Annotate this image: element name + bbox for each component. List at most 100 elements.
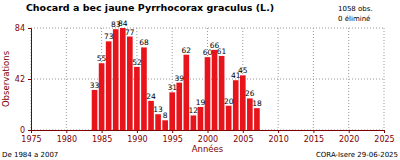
- x-tick-mark: [66, 130, 67, 133]
- x-tick-mark: [208, 130, 209, 133]
- bar: [212, 50, 218, 130]
- title: Chocard a bec jaune Pyrrhocorax graculus…: [26, 2, 274, 13]
- data-label: 8: [163, 111, 168, 120]
- data-label: 24: [146, 92, 156, 101]
- x-tick: 1995: [163, 130, 183, 144]
- x-tick: 1980: [57, 130, 77, 144]
- bar: [106, 41, 112, 130]
- data-labels: 3355738384775268241383139621219606661204…: [90, 19, 262, 120]
- y-tick-label: 42: [15, 75, 25, 84]
- grid-line-x: [278, 28, 279, 130]
- x-tick: 2025: [374, 130, 394, 144]
- data-label: 33: [90, 81, 100, 90]
- data-label: 68: [139, 38, 149, 47]
- data-label: 73: [104, 32, 114, 41]
- grid-line-x: [384, 28, 385, 130]
- y-tick-mark: [28, 130, 31, 131]
- data-label: 45: [238, 66, 248, 75]
- bar: [183, 55, 189, 130]
- x-axis-title: Années: [192, 144, 224, 154]
- x-tick-mark: [349, 130, 350, 133]
- x-tick-label: 2010: [268, 135, 288, 144]
- x-tick-label: 2015: [304, 135, 324, 144]
- x-tick-mark: [278, 130, 279, 133]
- grid-line-x: [66, 28, 67, 130]
- annotation: 1058 obs.: [338, 5, 373, 13]
- bar: [134, 67, 140, 130]
- x-tick-label: 2000: [198, 135, 218, 144]
- data-label: 62: [182, 46, 192, 55]
- y-axis-title: Observations: [1, 50, 11, 107]
- bar: [99, 63, 105, 130]
- data-label: 52: [132, 58, 142, 67]
- data-label: 18: [252, 99, 262, 108]
- x-tick: 2020: [339, 130, 359, 144]
- bar: [219, 56, 225, 130]
- x-tick: 2015: [304, 130, 324, 144]
- grid: [31, 28, 384, 130]
- y-tick: 42: [15, 75, 31, 84]
- bar: [198, 107, 204, 130]
- data-label: 20: [224, 97, 234, 106]
- chart: 1975198019851990199520002005201020152020…: [0, 0, 400, 160]
- x-tick: 2010: [268, 130, 288, 144]
- y-tick-label: 84: [15, 24, 25, 33]
- data-label: 19: [196, 98, 206, 107]
- x-tick-label: 2025: [374, 135, 394, 144]
- bars: [92, 28, 260, 130]
- data-label: 77: [125, 28, 135, 37]
- x-tick: 2000: [198, 130, 218, 144]
- x-tick-label: 1990: [127, 135, 147, 144]
- x-tick-mark: [102, 130, 103, 133]
- bar: [141, 47, 147, 130]
- data-label: 55: [97, 54, 107, 63]
- x-tick: 1985: [92, 130, 112, 144]
- y-tick: 0: [20, 126, 31, 135]
- y-axis-line: [28, 29, 32, 131]
- bar: [162, 120, 168, 130]
- x-tick-mark: [137, 130, 138, 133]
- data-label: 26: [245, 89, 255, 98]
- x-tick-label: 1995: [163, 135, 183, 144]
- annotation: De 1984 a 2007: [2, 151, 58, 159]
- x-tick-label: 2020: [339, 135, 359, 144]
- x-tick-label: 2005: [233, 135, 253, 144]
- x-axis-line: [32, 131, 385, 134]
- x-tick-mark: [313, 130, 314, 133]
- x-tick-mark: [384, 130, 385, 133]
- bar: [92, 90, 98, 130]
- bar: [205, 57, 211, 130]
- bar: [254, 108, 260, 130]
- bar: [233, 80, 239, 130]
- bar: [226, 106, 232, 130]
- x-tick-label: 1980: [57, 135, 77, 144]
- bar: [176, 83, 182, 130]
- bar: [240, 75, 246, 130]
- data-label: 12: [189, 106, 199, 115]
- x-tick: 2005: [233, 130, 253, 144]
- x-tick: 1990: [127, 130, 147, 144]
- x-tick-label: 1975: [21, 135, 41, 144]
- data-label: 39: [174, 74, 184, 83]
- data-label: 61: [217, 47, 227, 56]
- bar: [127, 37, 133, 131]
- grid-line-x: [348, 28, 349, 130]
- data-label: 13: [153, 105, 163, 114]
- grid-line-x: [313, 28, 314, 130]
- y-tick-mark: [28, 28, 31, 29]
- annotation: CORA-Isere 29-06-2025: [316, 151, 398, 159]
- annotation: 0 éliminé: [338, 15, 370, 23]
- bar: [169, 92, 175, 130]
- y-tick: 84: [15, 24, 31, 33]
- data-label: 31: [167, 83, 177, 92]
- x-axis: 1975 1980 1985 1990 1995 2000 2005 2010 2015 2020…: [21, 130, 394, 144]
- y-tick-label: 0: [20, 126, 25, 135]
- y-axis: 0 42 84: [15, 24, 32, 135]
- bar: [191, 115, 197, 130]
- x-tick-mark: [243, 130, 244, 133]
- bar: [155, 114, 161, 130]
- bar: [120, 28, 126, 130]
- bar: [113, 29, 119, 130]
- y-tick-mark: [28, 79, 31, 80]
- x-tick-mark: [172, 130, 173, 133]
